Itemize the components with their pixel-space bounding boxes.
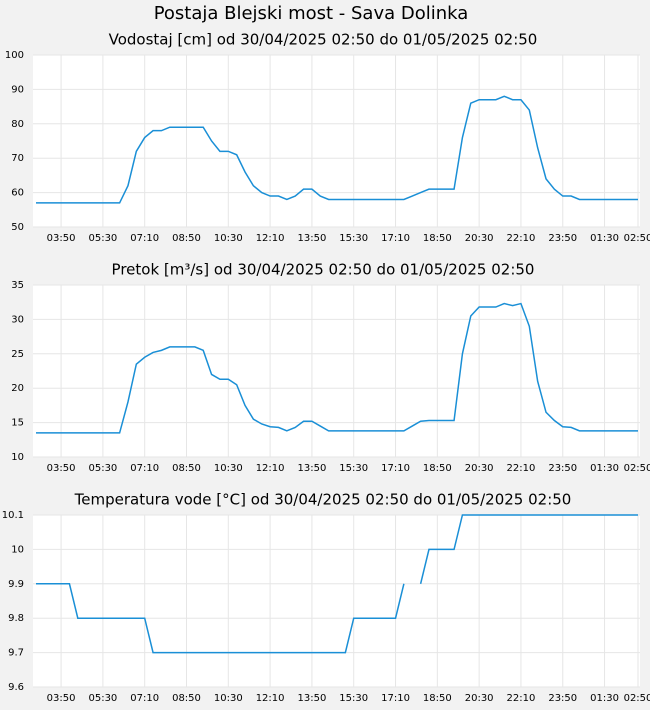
- x-tick-label: 02:50: [624, 463, 650, 474]
- x-tick-label: 13:50: [298, 233, 327, 244]
- x-tick-label: 01:30: [590, 463, 619, 474]
- x-tick-label: 10:30: [214, 693, 243, 704]
- x-tick-label: 23:50: [548, 233, 577, 244]
- x-tick-label: 12:10: [256, 463, 285, 474]
- y-tick-label: 70: [11, 153, 24, 164]
- x-tick-label: 02:50: [624, 693, 650, 704]
- x-tick-label: 17:10: [381, 233, 410, 244]
- plot-area: [33, 55, 640, 227]
- x-tick-label: 20:30: [465, 693, 494, 704]
- x-tick-label: 08:50: [172, 233, 201, 244]
- x-tick-label: 17:10: [381, 693, 410, 704]
- x-tick-label: 05:30: [88, 693, 117, 704]
- y-tick-label: 15: [11, 418, 24, 429]
- y-tick-label: 35: [11, 280, 24, 291]
- y-tick-label: 60: [11, 188, 24, 199]
- plot-area: [33, 515, 640, 687]
- x-tick-label: 23:50: [548, 693, 577, 704]
- x-tick-label: 17:10: [381, 463, 410, 474]
- y-tick-label: 90: [11, 84, 24, 95]
- x-tick-label: 03:50: [47, 693, 76, 704]
- x-tick-label: 07:10: [130, 693, 159, 704]
- y-tick-label: 30: [11, 314, 24, 325]
- y-tick-label: 9.9: [8, 579, 24, 590]
- x-tick-label: 07:10: [130, 463, 159, 474]
- page-title: Postaja Blejski most - Sava Dolinka: [154, 3, 469, 24]
- x-tick-label: 01:30: [590, 693, 619, 704]
- x-tick-label: 08:50: [172, 463, 201, 474]
- x-tick-label: 13:50: [298, 463, 327, 474]
- y-tick-label: 10: [11, 452, 24, 463]
- y-tick-label: 50: [11, 222, 24, 233]
- x-tick-label: 20:30: [465, 233, 494, 244]
- x-tick-label: 13:50: [298, 693, 327, 704]
- x-tick-label: 03:50: [47, 463, 76, 474]
- x-tick-label: 22:10: [507, 693, 536, 704]
- x-tick-label: 05:30: [88, 233, 117, 244]
- x-tick-label: 15:30: [339, 463, 368, 474]
- x-tick-label: 15:30: [339, 233, 368, 244]
- x-tick-label: 22:10: [507, 463, 536, 474]
- data-line: [36, 514, 638, 654]
- x-tick-label: 07:10: [130, 233, 159, 244]
- x-tick-label: 15:30: [339, 693, 368, 704]
- x-tick-label: 18:50: [423, 233, 452, 244]
- chart-title: Vodostaj [cm] od 30/04/2025 02:50 do 01/…: [109, 31, 538, 49]
- x-tick-label: 12:10: [256, 233, 285, 244]
- x-tick-label: 22:10: [507, 233, 536, 244]
- x-tick-label: 23:50: [548, 463, 577, 474]
- x-tick-label: 18:50: [423, 463, 452, 474]
- x-tick-label: 03:50: [47, 233, 76, 244]
- y-tick-label: 20: [11, 383, 24, 394]
- data-line: [36, 302, 638, 434]
- x-tick-label: 08:50: [172, 693, 201, 704]
- x-tick-label: 01:30: [590, 233, 619, 244]
- chart-title: Temperatura vode [°C] od 30/04/2025 02:5…: [74, 491, 572, 509]
- y-tick-label: 9.7: [8, 648, 24, 659]
- x-tick-label: 05:30: [88, 463, 117, 474]
- y-tick-label: 10.1: [2, 510, 24, 521]
- x-tick-label: 02:50: [624, 233, 650, 244]
- data-line: [36, 95, 638, 204]
- y-tick-label: 80: [11, 119, 24, 130]
- x-tick-label: 18:50: [423, 693, 452, 704]
- x-tick-label: 20:30: [465, 463, 494, 474]
- y-tick-label: 100: [5, 50, 24, 61]
- y-tick-label: 9.6: [8, 682, 24, 693]
- x-tick-label: 12:10: [256, 693, 285, 704]
- x-tick-label: 10:30: [214, 463, 243, 474]
- y-tick-label: 9.8: [8, 613, 24, 624]
- y-tick-label: 10: [11, 544, 24, 555]
- y-tick-label: 25: [11, 349, 24, 360]
- x-tick-label: 10:30: [214, 233, 243, 244]
- chart-title: Pretok [m³/s] od 30/04/2025 02:50 do 01/…: [112, 261, 535, 279]
